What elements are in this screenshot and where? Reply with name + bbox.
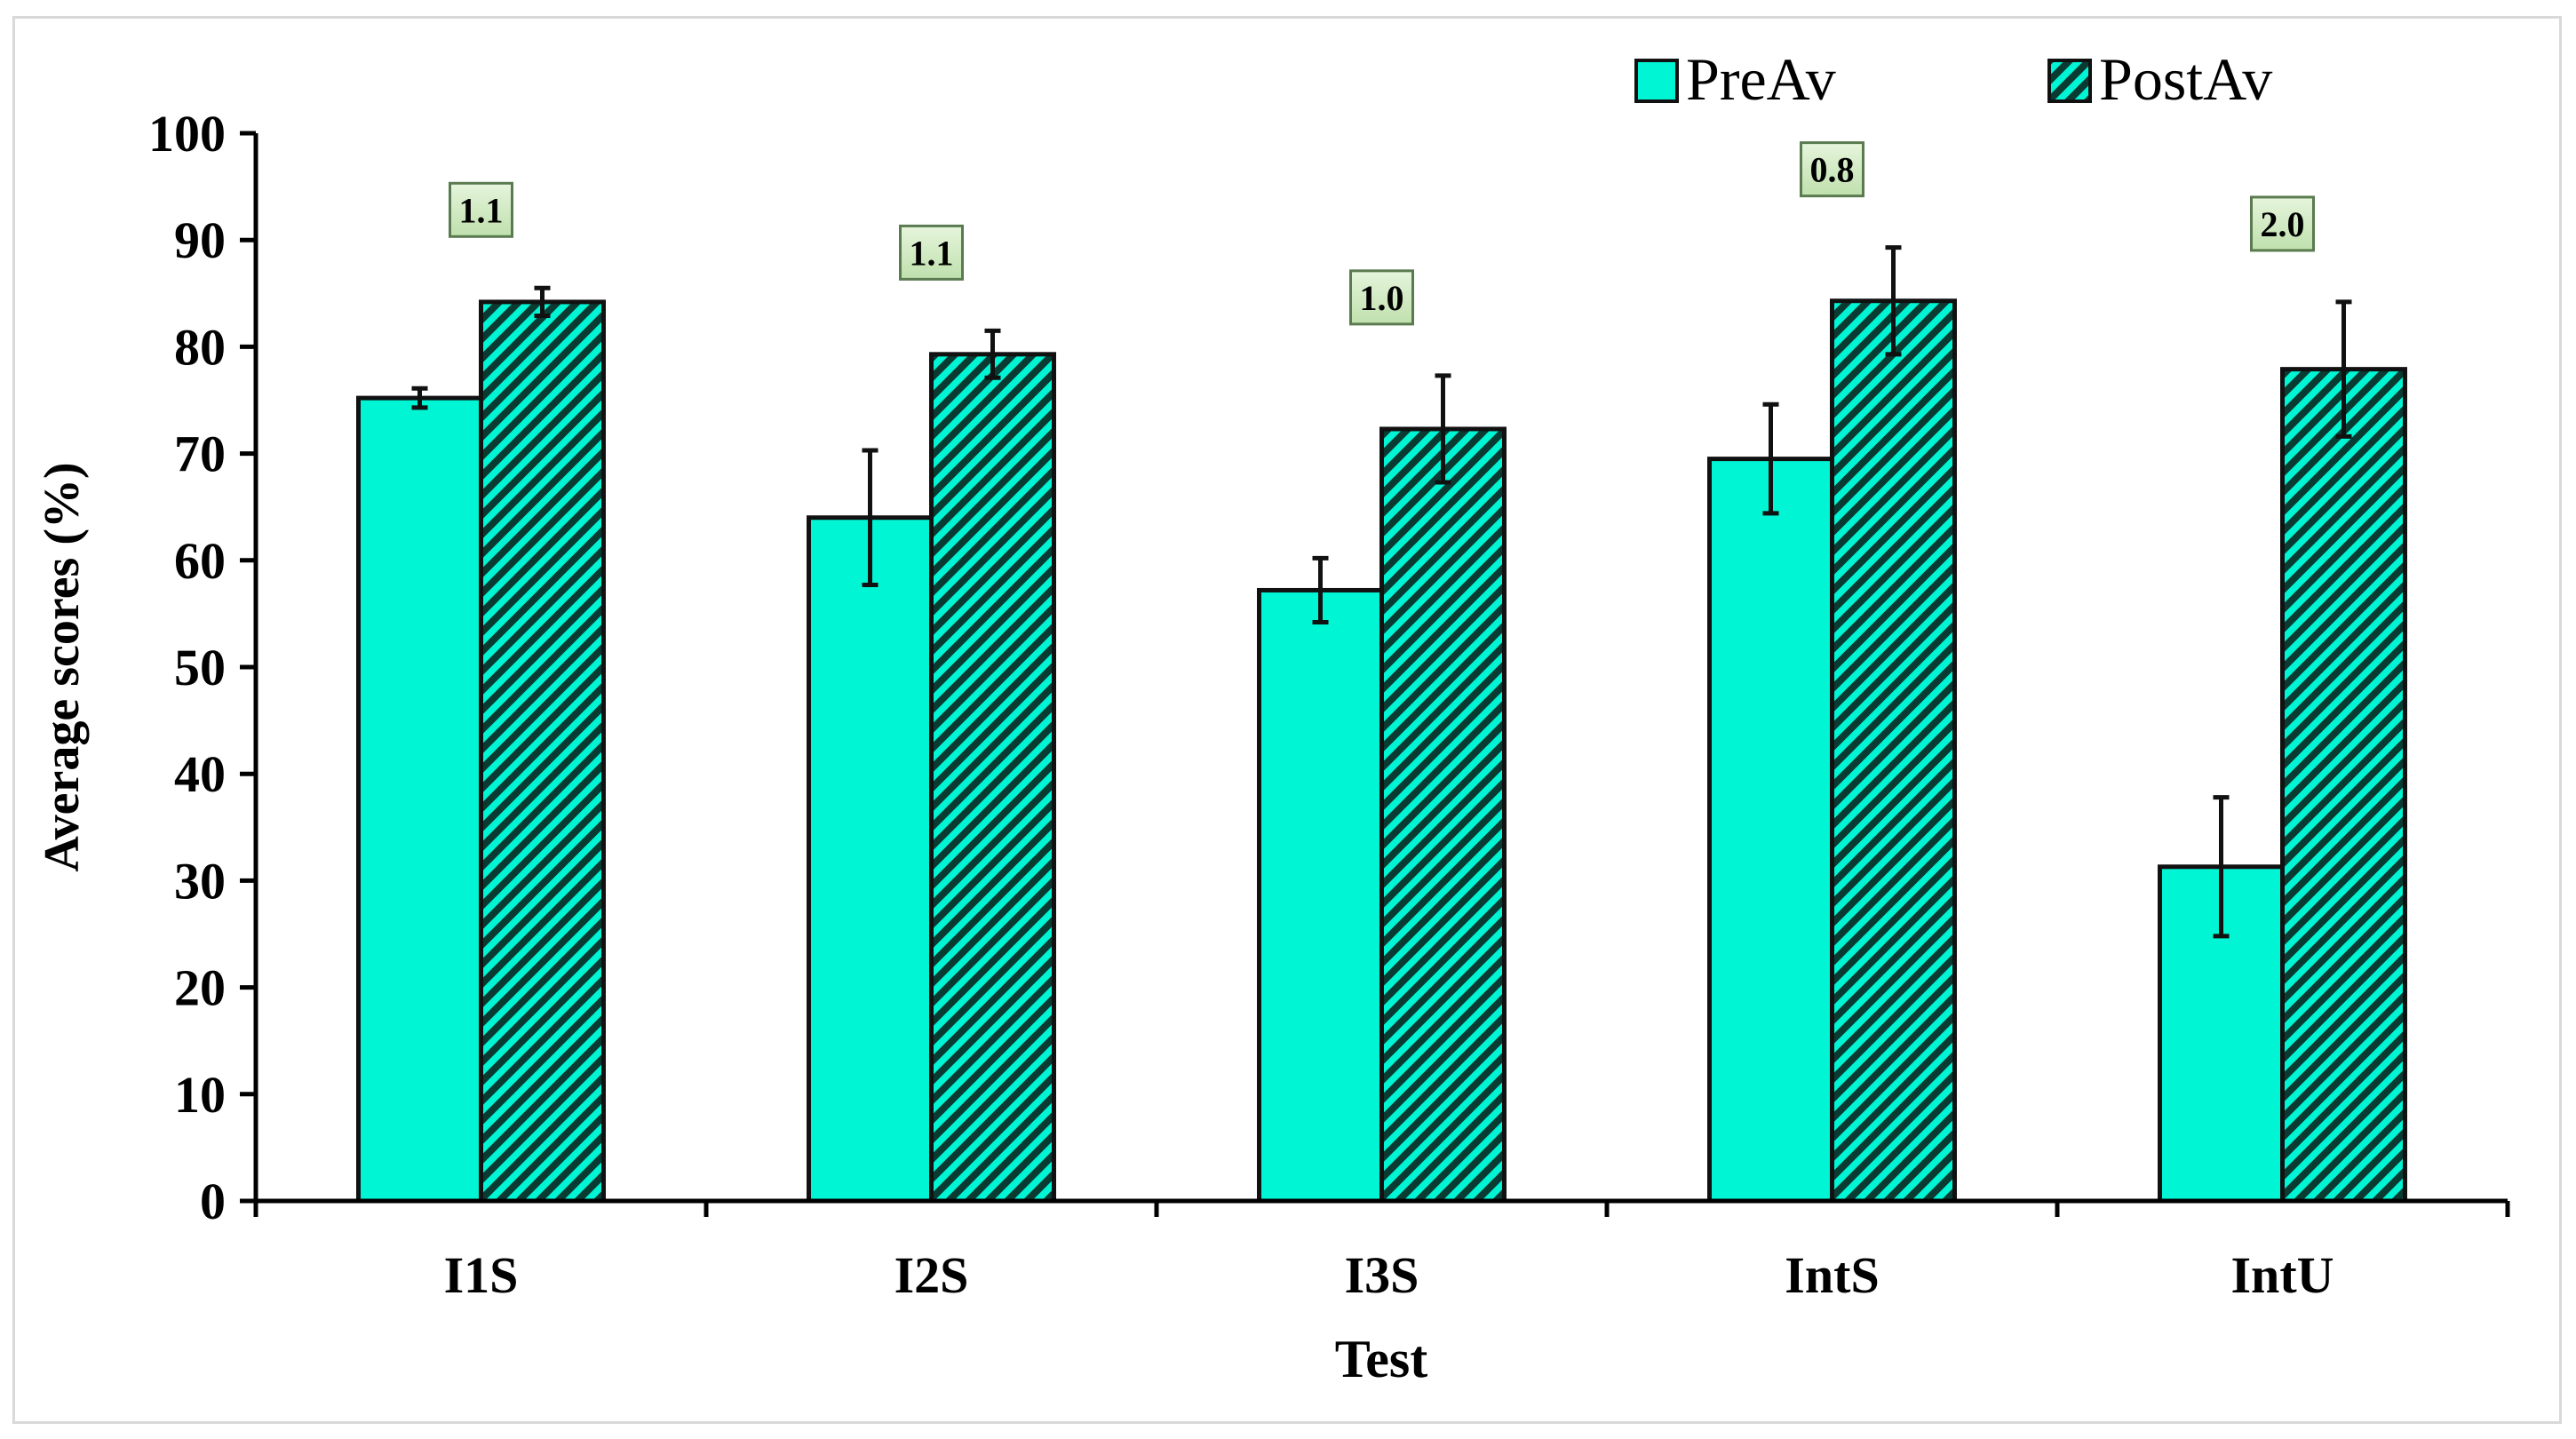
- error-bar-postav-i2s: [984, 328, 1001, 380]
- y-tick-label-10: 10: [174, 1066, 226, 1124]
- category-label-intu: IntU: [2230, 1246, 2334, 1304]
- annotation-text: 0.8: [1810, 150, 1855, 190]
- legend-swatch-preav: [1634, 59, 1679, 103]
- annotation-box: [449, 181, 513, 238]
- bar-postav-i2s: [929, 352, 1056, 1204]
- y-tick-label-20: 20: [174, 959, 226, 1017]
- error-bar-preav-intu: [2213, 795, 2230, 939]
- error-bar-preav-ints: [1762, 401, 1779, 516]
- error-bar-postav-i3s: [1435, 373, 1451, 485]
- annotation-box: [1800, 141, 1864, 198]
- bar-postav-i3s: [1379, 426, 1507, 1204]
- y-tick-label-60: 60: [174, 532, 226, 590]
- category-label-i1s: I1S: [444, 1246, 519, 1304]
- annotation-box: [2250, 195, 2315, 252]
- annotation-box: [1349, 269, 1414, 326]
- category-label-ints: IntS: [1785, 1246, 1879, 1304]
- y-tick-label-50: 50: [174, 639, 226, 696]
- y-tick-label-0: 0: [200, 1173, 226, 1230]
- annotation-intu: 2.0: [2250, 195, 2315, 252]
- bar-preav-ints: [1707, 457, 1834, 1204]
- annotation-i2s: 1.1: [899, 224, 964, 281]
- annotation-box: [899, 224, 964, 281]
- bar-preav-i3s: [1257, 587, 1384, 1204]
- bar-postav-ints: [1830, 298, 1957, 1204]
- y-tick-label-70: 70: [174, 425, 226, 483]
- bar-preav-i1s: [356, 395, 483, 1204]
- error-bar-postav-ints: [1885, 245, 1902, 357]
- bar-preav-i2s: [807, 515, 934, 1204]
- annotation-text: 1.1: [459, 190, 504, 230]
- error-bar-preav-i1s: [411, 386, 428, 410]
- legend-label-preav: PreAv: [1686, 45, 1836, 113]
- annotation-i3s: 1.0: [1349, 269, 1414, 326]
- annotation-text: 1.1: [910, 233, 954, 273]
- y-tick-label-100: 100: [148, 105, 226, 163]
- error-bar-postav-i1s: [534, 285, 551, 319]
- y-tick-label-30: 30: [174, 852, 226, 910]
- error-bar-postav-intu: [2335, 299, 2352, 439]
- annotation-ints: 0.8: [1800, 141, 1864, 198]
- bar-postav-intu: [2280, 367, 2407, 1204]
- annotation-text: 1.0: [1360, 278, 1404, 318]
- x-axis-title: Test: [1335, 1330, 1427, 1388]
- legend: PreAv PostAv: [1634, 45, 2272, 113]
- legend-swatch-postav: [2047, 59, 2092, 103]
- y-axis-title: Average scores (%): [35, 462, 90, 871]
- legend-label-postav: PostAv: [2099, 45, 2272, 113]
- category-label-i3s: I3S: [1345, 1246, 1419, 1304]
- y-tick-label-90: 90: [174, 211, 226, 269]
- category-label-i2s: I2S: [894, 1246, 969, 1304]
- error-bar-preav-i2s: [862, 448, 879, 587]
- y-tick-label-40: 40: [174, 745, 226, 803]
- y-tick-label-80: 80: [174, 318, 226, 376]
- annotation-i1s: 1.1: [449, 181, 513, 238]
- bar-postav-i1s: [479, 299, 606, 1204]
- annotation-text: 2.0: [2261, 204, 2305, 244]
- error-bar-preav-i3s: [1312, 555, 1329, 625]
